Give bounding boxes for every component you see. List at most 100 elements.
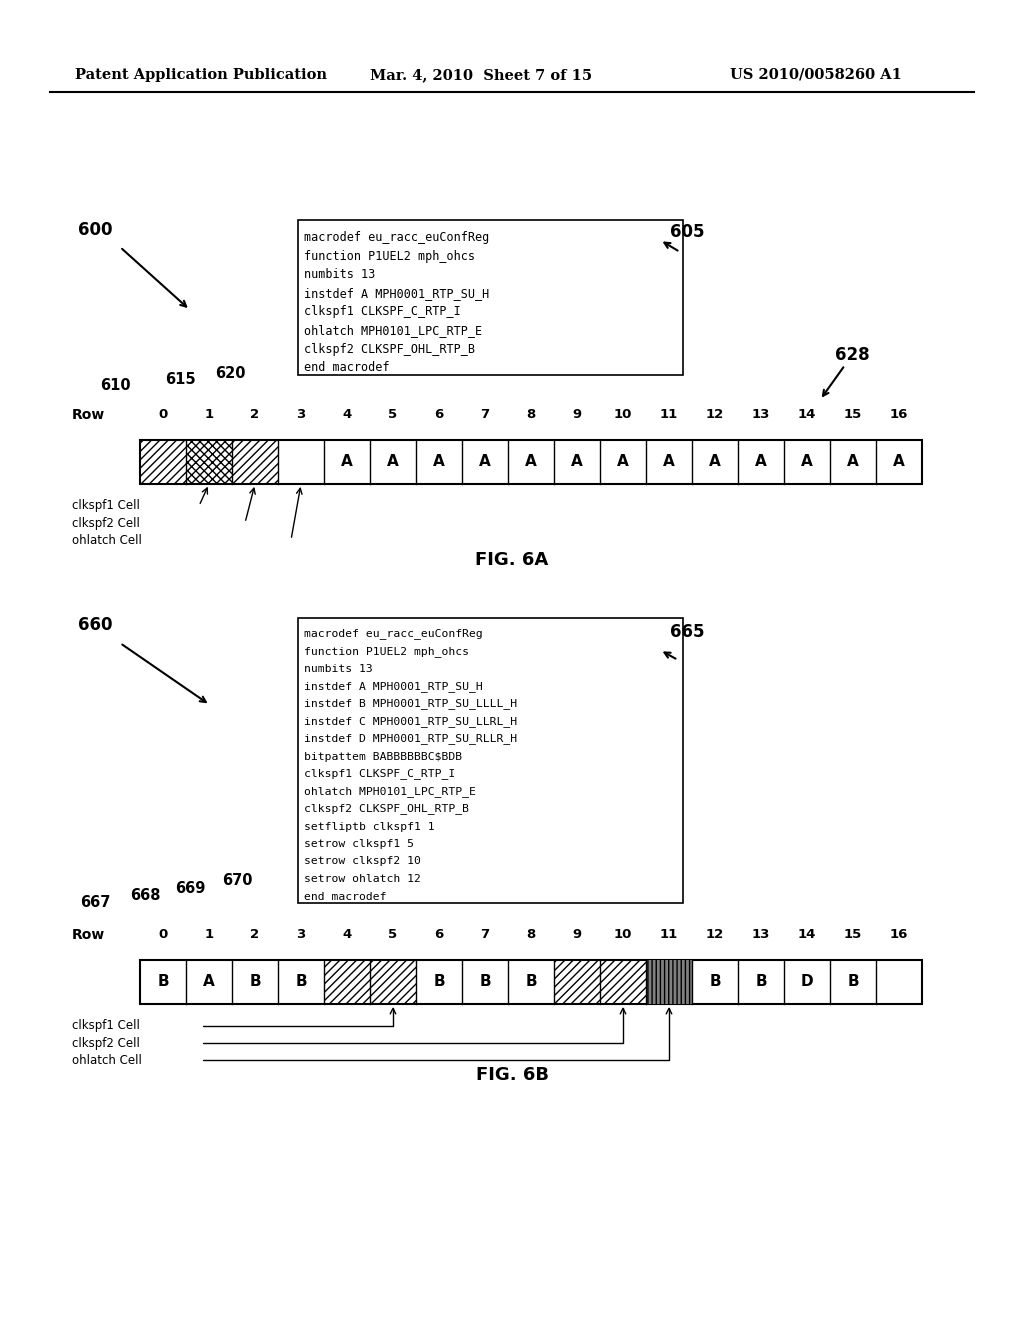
- Text: US 2010/0058260 A1: US 2010/0058260 A1: [730, 69, 902, 82]
- Text: A: A: [755, 454, 767, 470]
- Text: clkspf1 CLKSPF_C_RTP_I: clkspf1 CLKSPF_C_RTP_I: [304, 305, 461, 318]
- Text: numbits 13: numbits 13: [304, 268, 375, 281]
- Text: ohlatch MPH0101_LPC_RTP_E: ohlatch MPH0101_LPC_RTP_E: [304, 323, 482, 337]
- Text: numbits 13: numbits 13: [304, 664, 373, 675]
- Text: 1: 1: [205, 928, 214, 941]
- Text: clkspf1 Cell: clkspf1 Cell: [72, 499, 140, 512]
- Text: clkspf1 Cell: clkspf1 Cell: [72, 1019, 140, 1032]
- Text: A: A: [571, 454, 583, 470]
- Bar: [232, 440, 278, 484]
- Text: 3: 3: [296, 408, 305, 421]
- Text: 670: 670: [222, 873, 253, 888]
- Text: B: B: [755, 974, 767, 990]
- Text: function P1UEL2 mph_ohcs: function P1UEL2 mph_ohcs: [304, 249, 475, 263]
- Text: B: B: [479, 974, 490, 990]
- Text: 615: 615: [165, 372, 196, 387]
- Text: A: A: [433, 454, 444, 470]
- Text: instdef D MPH0001_RTP_SU_RLLR_H: instdef D MPH0001_RTP_SU_RLLR_H: [304, 734, 517, 744]
- Text: A: A: [801, 454, 813, 470]
- Text: A: A: [341, 454, 353, 470]
- Text: 9: 9: [572, 928, 582, 941]
- Text: A: A: [664, 454, 675, 470]
- Text: end macrodef: end macrodef: [304, 891, 386, 902]
- Text: B: B: [158, 974, 169, 990]
- Text: Patent Application Publication: Patent Application Publication: [75, 69, 327, 82]
- Bar: [600, 960, 646, 1005]
- Text: 4: 4: [342, 928, 351, 941]
- Bar: [646, 960, 692, 1005]
- Text: 8: 8: [526, 928, 536, 941]
- Text: 6: 6: [434, 928, 443, 941]
- Text: ohlatch MPH0101_LPC_RTP_E: ohlatch MPH0101_LPC_RTP_E: [304, 785, 476, 797]
- Text: B: B: [525, 974, 537, 990]
- Text: 2: 2: [251, 928, 259, 941]
- Text: 665: 665: [670, 623, 705, 642]
- Text: 16: 16: [890, 928, 908, 941]
- Bar: [278, 440, 324, 484]
- Text: 11: 11: [659, 928, 678, 941]
- Text: A: A: [847, 454, 859, 470]
- Text: instdef C MPH0001_RTP_SU_LLRL_H: instdef C MPH0001_RTP_SU_LLRL_H: [304, 715, 517, 727]
- Text: Row: Row: [72, 408, 105, 422]
- Text: 11: 11: [659, 408, 678, 421]
- Text: clkspf1 CLKSPF_C_RTP_I: clkspf1 CLKSPF_C_RTP_I: [304, 768, 456, 779]
- Text: 8: 8: [526, 408, 536, 421]
- Text: clkspf2 CLKSPF_OHL_RTP_B: clkspf2 CLKSPF_OHL_RTP_B: [304, 342, 475, 355]
- Text: setrow ohlatch 12: setrow ohlatch 12: [304, 874, 421, 884]
- Bar: [324, 960, 370, 1005]
- Text: 660: 660: [78, 616, 113, 634]
- Text: ohlatch Cell: ohlatch Cell: [72, 533, 142, 546]
- Text: D: D: [801, 974, 813, 990]
- Text: 0: 0: [159, 928, 168, 941]
- Bar: [140, 440, 922, 484]
- Text: 16: 16: [890, 408, 908, 421]
- Bar: [298, 220, 683, 375]
- Text: 10: 10: [613, 408, 632, 421]
- Text: setrow clkspf2 10: setrow clkspf2 10: [304, 857, 421, 866]
- Text: 12: 12: [706, 408, 724, 421]
- Text: 605: 605: [670, 223, 705, 242]
- Text: 15: 15: [844, 928, 862, 941]
- Text: bitpattem BABBBBBBC$BDB: bitpattem BABBBBBBC$BDB: [304, 751, 462, 762]
- Text: 9: 9: [572, 408, 582, 421]
- Text: 13: 13: [752, 408, 770, 421]
- Text: B: B: [433, 974, 444, 990]
- Text: clkspf2 CLKSPF_OHL_RTP_B: clkspf2 CLKSPF_OHL_RTP_B: [304, 804, 469, 814]
- Text: 13: 13: [752, 928, 770, 941]
- Bar: [554, 960, 600, 1005]
- Text: 7: 7: [480, 408, 489, 421]
- Text: 5: 5: [388, 928, 397, 941]
- Text: FIG. 6A: FIG. 6A: [475, 550, 549, 569]
- Text: Row: Row: [72, 928, 105, 942]
- Text: 14: 14: [798, 408, 816, 421]
- Text: instdef A MPH0001_RTP_SU_H: instdef A MPH0001_RTP_SU_H: [304, 681, 482, 692]
- Text: 610: 610: [100, 378, 131, 393]
- Text: A: A: [710, 454, 721, 470]
- Text: 4: 4: [342, 408, 351, 421]
- Bar: [298, 618, 683, 903]
- Text: ohlatch Cell: ohlatch Cell: [72, 1053, 142, 1067]
- Bar: [140, 440, 186, 484]
- Text: macrodef eu_racc_euConfReg: macrodef eu_racc_euConfReg: [304, 628, 482, 639]
- Text: end macrodef: end macrodef: [304, 360, 389, 374]
- Text: 2: 2: [251, 408, 259, 421]
- Text: FIG. 6B: FIG. 6B: [475, 1067, 549, 1084]
- Text: B: B: [295, 974, 307, 990]
- Text: 14: 14: [798, 928, 816, 941]
- Text: 10: 10: [613, 928, 632, 941]
- Text: instdef B MPH0001_RTP_SU_LLLL_H: instdef B MPH0001_RTP_SU_LLLL_H: [304, 698, 517, 709]
- Text: 12: 12: [706, 928, 724, 941]
- Text: 628: 628: [835, 346, 869, 364]
- Text: A: A: [893, 454, 905, 470]
- Text: function P1UEL2 mph_ohcs: function P1UEL2 mph_ohcs: [304, 645, 469, 657]
- Text: setrow clkspf1 5: setrow clkspf1 5: [304, 840, 414, 849]
- Bar: [186, 440, 232, 484]
- Text: instdef A MPH0001_RTP_SU_H: instdef A MPH0001_RTP_SU_H: [304, 286, 489, 300]
- Bar: [140, 960, 922, 1005]
- Bar: [370, 960, 416, 1005]
- Text: 5: 5: [388, 408, 397, 421]
- Text: A: A: [479, 454, 490, 470]
- Text: A: A: [203, 974, 215, 990]
- Text: 6: 6: [434, 408, 443, 421]
- Text: A: A: [387, 454, 399, 470]
